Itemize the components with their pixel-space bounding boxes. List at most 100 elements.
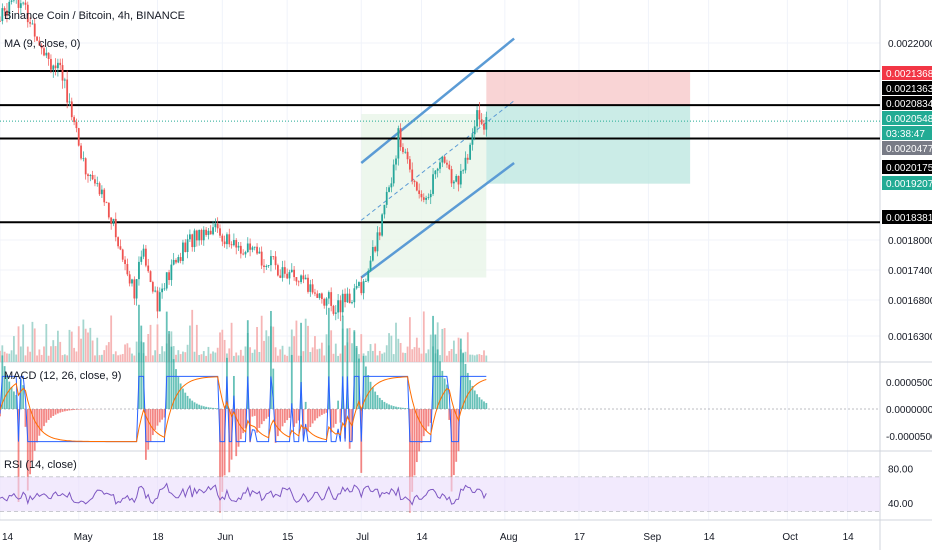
price-axis-label: 0.0022000 [888, 39, 932, 50]
candle-body [408, 159, 411, 170]
volume-bar [402, 352, 404, 362]
candle-body [112, 218, 115, 224]
macd-histogram-bar [406, 408, 409, 409]
volume-bar [337, 355, 340, 362]
candle-body [87, 174, 89, 177]
price-axis-label: 0.0018000 [888, 236, 932, 247]
volume-bar [425, 353, 428, 362]
macd-histogram-bar [73, 409, 76, 410]
volume-bar [17, 326, 20, 362]
volume-bar [107, 342, 110, 362]
ma-legend: MA (9, close, 0) [4, 38, 81, 50]
macd-histogram-bar [334, 409, 337, 424]
candle-body [320, 293, 323, 299]
macd-histogram-bar [265, 409, 268, 419]
macd-histogram-bar [320, 409, 323, 415]
macd-histogram-bar [274, 409, 277, 443]
volume-bar [184, 352, 187, 362]
macd-histogram-bar [63, 409, 66, 412]
candle-body [165, 272, 168, 289]
macd-histogram-bar [3, 366, 6, 409]
macd-histogram-bar [283, 409, 286, 423]
candle-body [80, 145, 82, 159]
macd-histogram-bar [260, 409, 263, 425]
price-tag-label: 0.0018381 [886, 213, 932, 224]
macd-histogram-bar [209, 407, 212, 409]
macd-histogram-bar [288, 409, 291, 418]
volume-bar [47, 355, 50, 362]
macd-histogram-bar [376, 395, 379, 409]
macd-histogram-bar [75, 409, 78, 410]
volume-bar [448, 351, 451, 362]
macd-histogram-bar [478, 397, 481, 409]
candle-body [91, 174, 94, 180]
macd-histogram-bar [195, 403, 198, 409]
macd-histogram-bar [142, 342, 145, 409]
volume-bar [367, 351, 370, 362]
volume-bar [395, 322, 397, 362]
candle-body [337, 300, 340, 313]
candle-body [133, 279, 136, 299]
candle-body [316, 293, 319, 298]
candle-body [182, 242, 184, 261]
candle-body [395, 158, 397, 165]
volume-bar [265, 330, 268, 362]
candle-body [418, 190, 421, 194]
macd-histogram-bar [256, 409, 258, 433]
candle-body [314, 292, 316, 294]
candle-body [198, 230, 201, 241]
candle-body [52, 65, 55, 70]
macd-histogram-bar [77, 409, 80, 410]
candle-body [267, 265, 270, 266]
volume-bar [485, 355, 488, 362]
macd-axis-label: -0.0000500 [886, 432, 932, 443]
candlestick-series [0, 0, 488, 322]
volume-bar [112, 354, 115, 362]
candle-body [75, 122, 78, 129]
time-axis-label: Jun [217, 532, 233, 543]
candle-body [40, 45, 43, 49]
candle-body [274, 256, 277, 266]
macd-histogram-bar [420, 409, 423, 443]
macd-histogram-bar [448, 409, 451, 420]
volume-bar [320, 342, 323, 362]
candle-body [50, 58, 52, 70]
macd-histogram-bar [295, 409, 298, 424]
candle-body [293, 269, 296, 278]
candle-body [330, 292, 333, 306]
volume-bar [364, 355, 367, 362]
candle-body [270, 256, 272, 266]
macd-histogram-bar [140, 325, 143, 409]
volume-bar [50, 346, 52, 362]
rsi-band [0, 476, 880, 512]
volume-bar [239, 349, 242, 362]
time-axis-label: Sep [643, 532, 661, 543]
macd-histogram-bar [408, 409, 411, 513]
volume-bar [33, 328, 36, 362]
volume-bar [429, 334, 432, 362]
volume-bar [36, 355, 38, 362]
volume-bar [464, 351, 467, 362]
macd-histogram-bar [397, 407, 400, 409]
macd-histogram-bar [425, 409, 428, 431]
candle-body [22, 2, 25, 4]
candle-body [114, 218, 117, 238]
price-tag-box [882, 160, 932, 174]
volume-bar [397, 338, 400, 362]
volume-bar [283, 354, 286, 362]
volume-bar [10, 350, 13, 362]
candle-body [466, 157, 469, 160]
macd-histogram-bar [341, 315, 344, 409]
volume-bar [52, 340, 55, 362]
volume-bar [232, 355, 235, 362]
volume-bar [427, 349, 430, 362]
macd-histogram-bar [242, 409, 245, 434]
candle-body [84, 158, 87, 175]
macd-histogram-bar [40, 409, 43, 431]
candle-body [452, 181, 455, 184]
volume-bar [151, 355, 154, 362]
candle-body [29, 22, 32, 24]
candle-body [441, 156, 444, 163]
candle-body [105, 202, 108, 204]
